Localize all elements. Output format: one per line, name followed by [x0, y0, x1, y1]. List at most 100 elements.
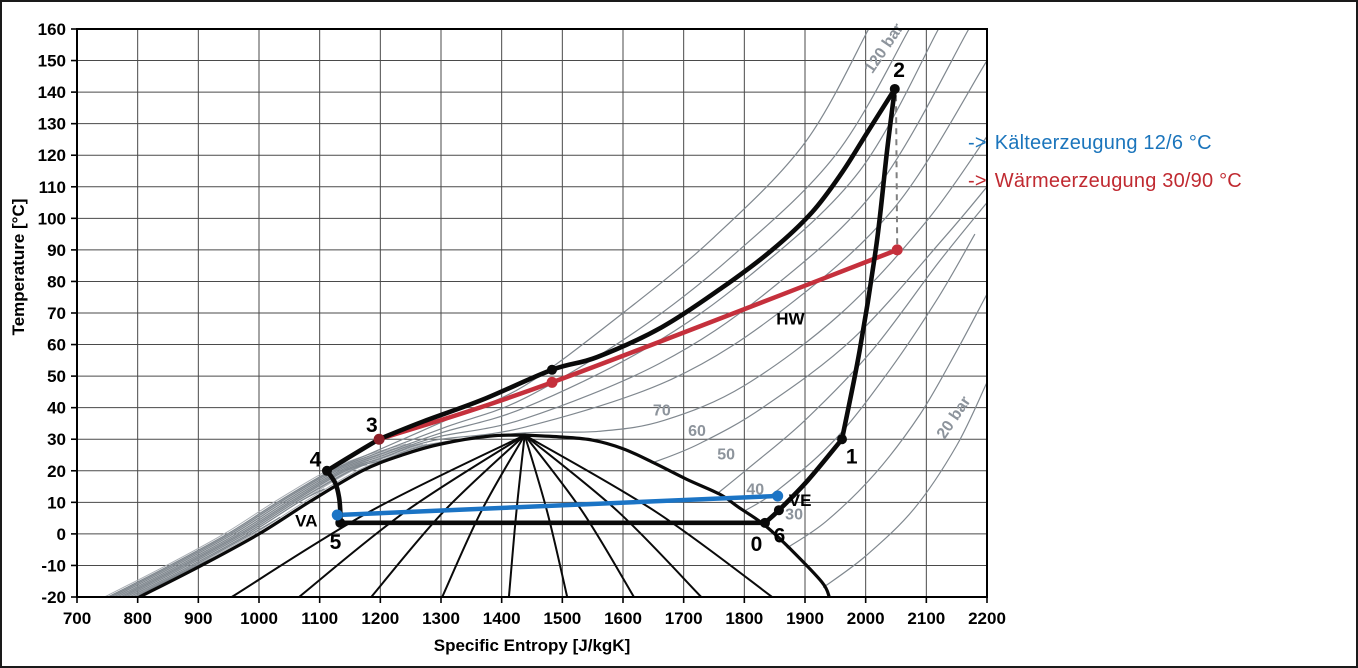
svg-text:2000: 2000 — [847, 609, 885, 628]
marker-red — [891, 244, 903, 256]
svg-text:2100: 2100 — [907, 609, 945, 628]
svg-text:50: 50 — [47, 367, 66, 386]
svg-text:4: 4 — [310, 449, 322, 472]
svg-text:1600: 1600 — [604, 609, 642, 628]
svg-text:1300: 1300 — [422, 609, 460, 628]
marker-blue — [331, 509, 343, 521]
svg-text:1700: 1700 — [665, 609, 703, 628]
svg-text:VA: VA — [295, 512, 317, 531]
svg-text:90: 90 — [47, 241, 66, 260]
x-axis-title: Specific Entropy [J/kgK] — [434, 636, 630, 655]
y-tick-labels: -20 -10 0 10 20 30 40 50 60 70 80 90 100 110 120 130 140… — [38, 20, 66, 607]
svg-text:130: 130 — [38, 115, 66, 134]
svg-text:0: 0 — [57, 525, 66, 544]
svg-text:2200: 2200 — [968, 609, 1006, 628]
cycle-compression-1-2 — [839, 86, 898, 442]
svg-text:30: 30 — [47, 430, 66, 449]
isobar-line — [131, 516, 281, 597]
saturated-vapor-line — [523, 433, 831, 597]
svg-text:10: 10 — [47, 493, 66, 512]
isobar-label: 30 — [785, 507, 803, 524]
marker-black — [321, 465, 332, 476]
marker-black — [773, 505, 784, 516]
svg-text:40: 40 — [47, 399, 66, 418]
isobar-line — [822, 382, 987, 588]
svg-text:900: 900 — [184, 609, 212, 628]
cycle-subcool-3-4 — [324, 436, 382, 474]
svg-text:2: 2 — [893, 59, 905, 82]
svg-text:60: 60 — [47, 336, 66, 355]
svg-text:0: 0 — [751, 533, 763, 556]
saturation-dome — [137, 433, 831, 597]
isobar-line — [113, 29, 940, 597]
isobar-label: 60 — [688, 423, 706, 440]
svg-text:150: 150 — [38, 52, 66, 71]
isobar-label: 70 — [653, 403, 671, 420]
marker-black — [547, 364, 558, 375]
cycle-gas-cooler-2-3 — [376, 86, 898, 442]
svg-text:1500: 1500 — [543, 609, 581, 628]
svg-text:160: 160 — [38, 20, 66, 39]
isobar-line — [119, 60, 987, 597]
marker-black — [759, 517, 770, 528]
svg-text:110: 110 — [39, 178, 66, 197]
svg-text:1400: 1400 — [483, 609, 521, 628]
isobar-line — [717, 202, 987, 494]
svg-text:140: 140 — [38, 83, 66, 102]
isobar-line — [110, 29, 910, 597]
svg-text:1800: 1800 — [725, 609, 763, 628]
isobar-line — [742, 233, 976, 513]
svg-text:100: 100 — [38, 209, 66, 228]
axis-ticks — [71, 28, 988, 603]
marker-red — [546, 376, 558, 388]
grid — [76, 28, 988, 598]
dashed-link-2-to-hw-end — [895, 95, 899, 247]
isobar-line — [128, 488, 325, 597]
marker-blue — [772, 490, 784, 502]
marker-black — [837, 434, 848, 445]
legend-cold-generation: -> Kälteerzeugung 12/6 °C — [968, 132, 1212, 155]
isobar-line — [653, 186, 987, 464]
cycle-superheat-0-6-1 — [762, 436, 845, 526]
refrigerant-cycle — [324, 86, 898, 526]
svg-text:800: 800 — [123, 609, 151, 628]
isobar-line — [122, 135, 987, 597]
isobar-line — [786, 293, 987, 549]
svg-text:HW: HW — [776, 310, 805, 329]
svg-text:700: 700 — [63, 609, 91, 628]
legend-cold-arrow: -> — [968, 132, 987, 154]
svg-text:120: 120 — [38, 146, 66, 165]
svg-text:6: 6 — [774, 524, 786, 547]
svg-text:1200: 1200 — [361, 609, 399, 628]
svg-text:1100: 1100 — [301, 609, 338, 628]
isobar-curves — [107, 29, 987, 597]
x-tick-labels: 700 800 900 1000 1100 1200 1300 1400 1500 1600 170… — [63, 609, 1006, 628]
svg-text:80: 80 — [47, 272, 66, 291]
isobar-label: 50 — [717, 447, 735, 464]
ve-chilled-water-line — [335, 493, 780, 518]
isobar-line — [116, 29, 970, 597]
state-point-markers — [321, 83, 903, 528]
svg-text:1: 1 — [846, 446, 858, 469]
legend-heat-generation: -> Wärmeerzeugung 30/90 °C — [968, 170, 1242, 193]
y-axis-title: Temperature [°C] — [9, 199, 28, 336]
svg-text:1900: 1900 — [786, 609, 824, 628]
isobar-label: 20 bar — [934, 393, 974, 442]
legend-cold-label: Kälteerzeugung 12/6 °C — [994, 132, 1212, 154]
svg-text:-10: -10 — [41, 556, 66, 575]
marker-black — [889, 83, 900, 94]
svg-text:VE: VE — [789, 491, 812, 510]
svg-text:3: 3 — [366, 414, 378, 437]
saturated-liquid-line — [137, 433, 527, 597]
legend-heat-label: Wärmeerzeugung 30/90 °C — [994, 170, 1242, 192]
marker-darkred — [373, 433, 385, 445]
svg-text:20: 20 — [47, 462, 66, 481]
isobar-label: 40 — [746, 481, 764, 498]
svg-text:-20: -20 — [41, 588, 66, 607]
svg-text:5: 5 — [330, 531, 342, 554]
hw-heating-water-line — [376, 247, 900, 442]
legend-heat-arrow: -> — [968, 170, 987, 192]
